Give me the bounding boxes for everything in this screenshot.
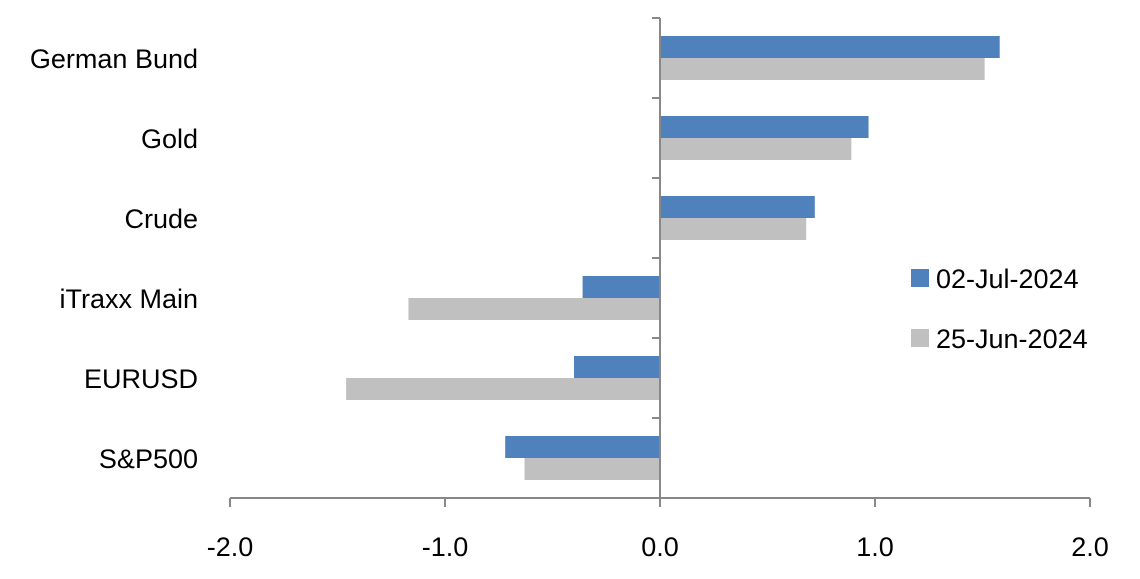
bar-series2 [660,218,807,240]
bar-series1 [660,36,1000,58]
bar-series2 [660,138,852,160]
legend-label: 25-Jun-2024 [936,324,1088,354]
bar-series1 [582,276,660,298]
category-label: iTraxx Main [59,284,198,314]
category-label: Crude [124,204,198,234]
x-tick-label: -1.0 [422,532,469,562]
x-tick-label: 1.0 [856,532,894,562]
bar-series2 [660,58,985,80]
category-label: Gold [141,124,198,154]
x-tick-label: -2.0 [207,532,254,562]
legend-swatch [911,329,929,347]
bar-series1 [574,356,660,378]
category-label: German Bund [30,44,198,74]
legend-label: 02-Jul-2024 [936,264,1079,294]
bar-series2 [524,458,660,480]
bar-series2 [346,378,660,400]
bar-series1 [505,436,660,458]
bar-series2 [408,298,660,320]
category-label: EURUSD [84,364,198,394]
bar-series1 [660,196,815,218]
x-tick-label: 2.0 [1071,532,1109,562]
category-label: S&P500 [99,444,198,474]
bar-series1 [660,116,869,138]
x-tick-label: 0.0 [641,532,679,562]
legend-swatch [911,269,929,287]
